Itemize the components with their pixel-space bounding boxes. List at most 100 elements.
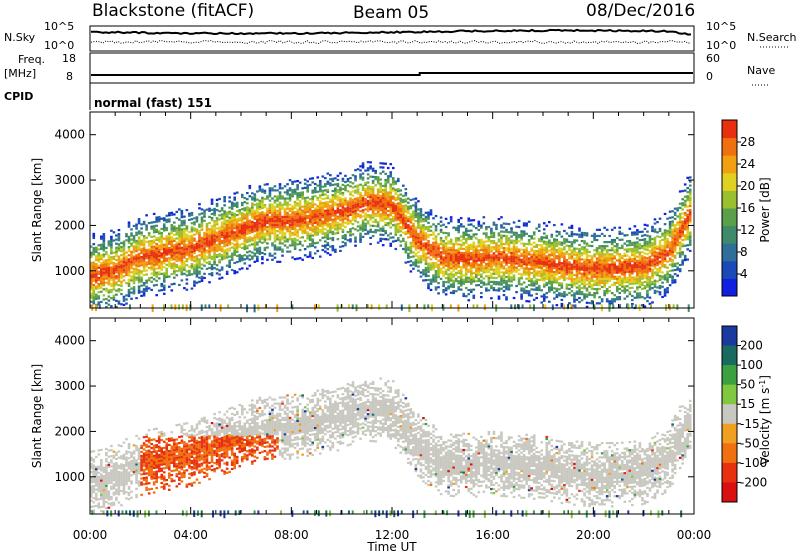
power-echo-cell [162,225,166,228]
power-echo-cell [258,224,262,227]
power-echo-cell [515,254,518,257]
power-echo-cell [288,250,292,253]
power-echo-cell [288,244,292,247]
power-echo-cell [568,244,571,248]
power-echo-cell [354,211,357,215]
power-echo-cell [515,242,518,245]
power-echo-cell [553,287,556,290]
power-echo-cell [590,293,594,297]
power-echo-cell [558,233,561,236]
power-echo-cell [457,271,460,275]
power-echo-cell [291,227,294,231]
power-echo-cell [288,232,292,235]
power-echo-cell [248,209,252,212]
power-echo-cell [195,265,199,268]
power-echo-cell [228,247,231,250]
power-echo-cell [140,278,143,281]
power-echo-cell [165,245,169,248]
power-echo-cell [195,271,199,274]
power-echo-cell [540,248,544,251]
power-echo-cell [220,241,224,245]
power-echo-cell [283,211,287,214]
power-echo-cell [351,174,355,177]
power-echo-cell [553,240,556,243]
power-echo-cell [359,195,362,199]
power-echo-cell [475,269,478,273]
power-echo-cell [329,231,332,234]
power-echo-cell [452,251,455,254]
power-echo-cell [371,208,375,211]
power-echo-cell [273,246,277,249]
power-echo-cell [532,270,536,273]
power-echo-cell [404,194,408,197]
power-echo-cell [160,227,164,231]
power-echo-cell [439,269,443,272]
power-echo-cell [563,264,566,267]
power-echo-cell [313,191,317,194]
power-echo-cell [507,251,511,254]
power-echo-cell [253,217,257,221]
power-echo-cell [570,251,574,254]
power-echo-cell [193,268,196,271]
power-echo-cell [583,232,586,235]
power-echo-cell [452,281,455,284]
power-echo-cell [505,286,508,289]
power-echo-cell [188,212,191,215]
power-echo-cell [117,302,121,305]
power-echo-cell [605,228,609,231]
power-echo-cell [318,188,322,191]
power-echo-cell [243,209,247,212]
power-echo-cell [157,230,161,233]
power-echo-cell [329,184,332,187]
power-echo-cell [389,222,393,225]
power-echo-cell [422,256,425,260]
power-echo-cell [527,269,531,272]
power-echo-cell [326,194,330,198]
power-echo-cell [346,210,350,213]
power-echo-cell [256,243,259,246]
power-echo-cell [537,239,541,243]
power-echo-cell [490,284,493,288]
power-echo-cell [578,264,581,267]
power-echo-cell [167,263,171,266]
power-echo-cell [384,189,388,192]
power-echo-cell [482,240,486,243]
power-echo-cell [585,295,589,298]
freq-tick-top: 18 [62,52,76,65]
power-echo-cell [266,230,269,233]
power-echo-cell [593,275,596,278]
power-echo-cell [308,208,312,211]
power-echo-cell [490,262,493,265]
power-echo-cell [157,265,161,268]
power-echo-cell [545,236,549,240]
power-echo-cell [580,233,584,237]
power-echo-cell [520,283,523,286]
power-echo-cell [321,208,325,211]
power-echo-cell [525,246,528,250]
power-echo-cell [283,219,287,223]
power-echo-cell [165,247,169,250]
power-echo-cell [394,198,398,202]
power-echo-cell [553,262,556,265]
power-echo-cell [225,219,229,222]
power-echo-cell [263,220,267,223]
power-echo-cell [110,288,113,292]
power-echo-cell [475,233,478,236]
power-echo-cell [336,189,340,192]
power-echo-cell [361,223,365,226]
power-echo-cell [137,279,141,282]
power-echo-cell [256,198,259,201]
power-echo-cell [344,213,347,216]
noise-sky-line [91,28,692,36]
power-echo-cell [115,269,118,272]
power-echo-cell [356,225,360,228]
power-echo-cell [334,189,337,192]
power-echo-cell [351,202,355,205]
power-echo-cell [245,222,249,225]
power-echo-cell [228,218,231,221]
power-echo-cell [547,259,551,263]
power-echo-cell [535,264,539,267]
power-echo-cell [366,167,370,170]
power-echo-cell [208,272,211,276]
power-echo-cell [344,186,347,190]
